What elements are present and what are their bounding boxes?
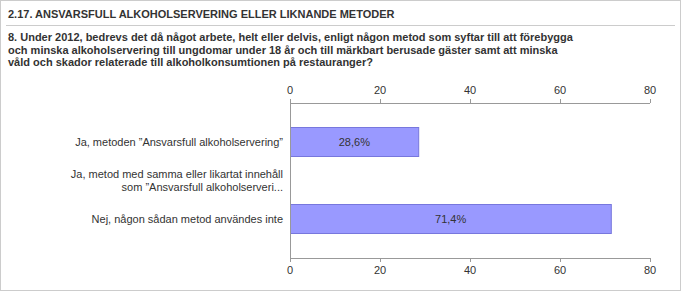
category-label: Ja, metoden ”Ansvarsfull alkoholserverin… (75, 136, 283, 148)
tick-label: 60 (554, 264, 566, 276)
title: 2.17. ANSVARSFULL ALKOHOLSERVERING ELLER… (8, 8, 395, 20)
axis-left (290, 103, 291, 258)
tick-label: 80 (644, 264, 656, 276)
bar (290, 205, 611, 234)
tick-mark (380, 258, 381, 262)
category-label: Nej, någon sådan metod användes inte (92, 213, 283, 225)
tick-mark (470, 99, 471, 103)
separator (6, 25, 675, 26)
chart-container: 2.17. ANSVARSFULL ALKOHOLSERVERING ELLER… (0, 0, 681, 291)
bars (290, 128, 611, 234)
tick-label: 60 (554, 84, 566, 96)
data-label: 28,6% (339, 136, 370, 148)
axis-top (290, 103, 650, 104)
tick-label: 40 (464, 264, 476, 276)
tick-mark (470, 258, 471, 262)
chart-svg: 2.17. ANSVARSFULL ALKOHOLSERVERING ELLER… (0, 0, 681, 291)
tick-label: 20 (374, 264, 386, 276)
tick-label: 0 (287, 84, 293, 96)
bar (290, 128, 419, 157)
tick-label: 40 (464, 84, 476, 96)
tick-mark (560, 258, 561, 262)
tick-mark (290, 258, 291, 262)
data-label: 71,4% (435, 213, 466, 225)
tick-mark (560, 99, 561, 103)
tick-label: 20 (374, 84, 386, 96)
subtitle: 8. Under 2012, bedrevs det då något arbe… (8, 31, 574, 68)
tick-mark (650, 99, 651, 103)
tick-mark (290, 99, 291, 103)
category-label: Ja, metod med samma eller likartat inneh… (71, 168, 283, 193)
tick-label: 0 (287, 264, 293, 276)
tick-label: 80 (644, 84, 656, 96)
tick-mark (380, 99, 381, 103)
tick-mark (650, 258, 651, 262)
frame-border (1, 1, 681, 291)
